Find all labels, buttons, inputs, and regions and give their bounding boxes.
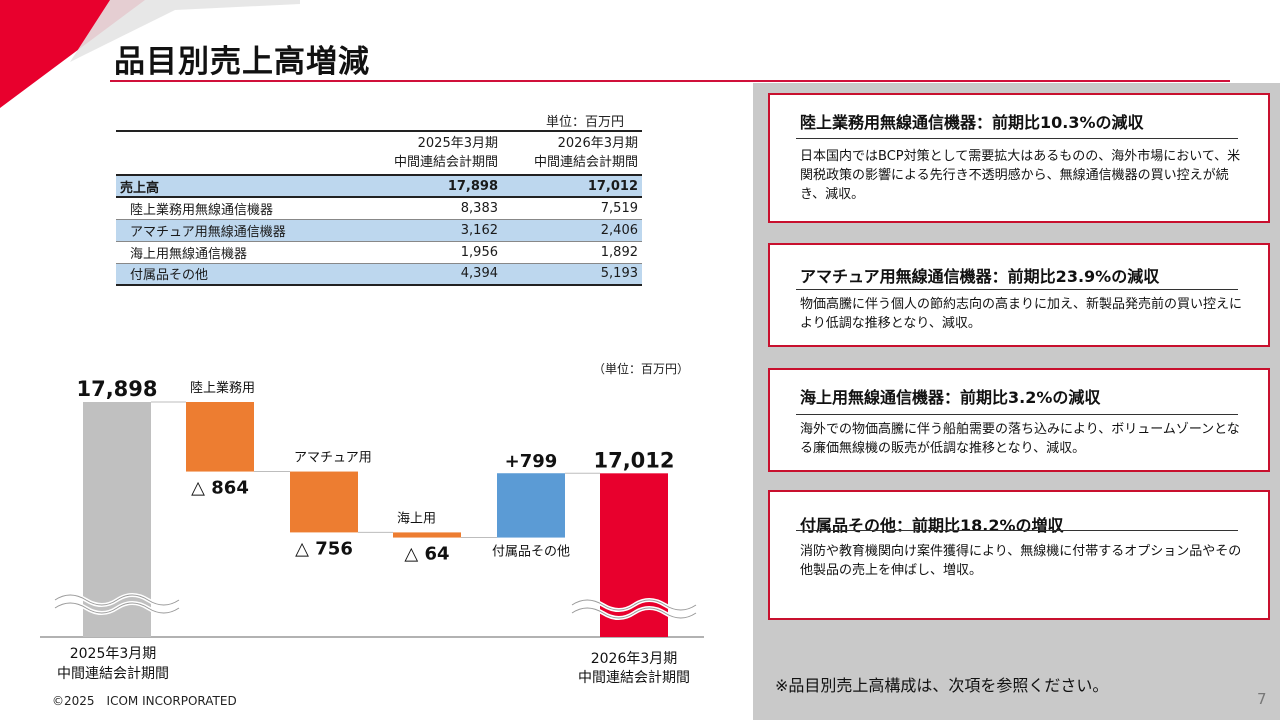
- bar-step: [290, 471, 358, 533]
- table-row: 陸上業務用無線通信機器 8,383 7,519: [116, 197, 642, 220]
- table-row: 海上用無線通信機器 1,956 1,892: [116, 241, 642, 264]
- card-title: 陸上業務用無線通信機器：前期比10.3%の減収: [800, 113, 1144, 132]
- start-label-line1: 2025年3月期: [70, 646, 157, 662]
- row-curr: 5,193: [502, 263, 642, 286]
- table-row: 付属品その他 4,394 5,193: [116, 263, 642, 286]
- end-label-line2: 中間連結会計期間: [578, 670, 690, 686]
- table-header-curr: 2026年3月期 中間連結会計期間: [502, 130, 642, 176]
- card-accessories: 付属品その他：前期比18.2%の増収 消防や教育機関向け案件獲得により、無線機に…: [768, 490, 1270, 620]
- header-prev-line1: 2025年3月期: [417, 136, 498, 151]
- row-label: 売上高: [116, 175, 362, 198]
- bar-step-value: △ 864: [191, 478, 249, 499]
- row-curr: 17,012: [502, 175, 642, 198]
- card-title: アマチュア用無線通信機器：前期比23.9%の減収: [800, 267, 1160, 286]
- card-body: 消防や教育機関向け案件獲得により、無線機に付帯するオプション品やその他製品の売上…: [800, 544, 1242, 578]
- card-land-mobile: 陸上業務用無線通信機器：前期比10.3%の減収 日本国内ではBCP対策として需要…: [768, 93, 1270, 223]
- card-rule: [796, 138, 1238, 139]
- card-rule: [796, 530, 1238, 531]
- row-prev: 4,394: [362, 263, 502, 286]
- header-curr-line1: 2026年3月期: [557, 136, 638, 151]
- row-label: 海上用無線通信機器: [116, 241, 362, 264]
- table-header-blank: [116, 130, 362, 176]
- bar-step-value: +799: [505, 451, 558, 472]
- axis-break-end-outline: [571, 599, 697, 619]
- bar-step-value: △ 64: [404, 544, 449, 565]
- corner-decoration: [0, 0, 300, 108]
- reference-note: ※品目別売上高構成は、次項を参照ください。: [775, 676, 1109, 695]
- bar-step: [497, 473, 565, 538]
- card-amateur: アマチュア用無線通信機器：前期比23.9%の減収 物価高騰に伴う個人の節約志向の…: [768, 243, 1270, 347]
- table-row: アマチュア用無線通信機器 3,162 2,406: [116, 219, 642, 242]
- sales-table: 2025年3月期 中間連結会計期間 2026年3月期 中間連結会計期間 売上高 …: [116, 130, 642, 286]
- bar-step-name: 付属品その他: [492, 545, 570, 560]
- header-prev-line2: 中間連結会計期間: [393, 155, 498, 170]
- bar-step-name: アマチュア用: [294, 451, 372, 466]
- row-curr: 7,519: [502, 197, 642, 220]
- start-label-line2: 中間連結会計期間: [57, 666, 169, 682]
- row-prev: 1,956: [362, 241, 502, 264]
- title-rule: [110, 80, 1230, 82]
- card-rule: [796, 414, 1238, 415]
- table-header-row: 2025年3月期 中間連結会計期間 2026年3月期 中間連結会計期間: [116, 130, 642, 176]
- row-label: 付属品その他: [116, 263, 362, 286]
- header-curr-line2: 中間連結会計期間: [533, 155, 638, 170]
- bar-step: [186, 402, 254, 472]
- card-body: 海外での物価高騰に伴う船舶需要の落ち込みにより、ボリュームゾーンとなる廉価無線機…: [800, 422, 1240, 456]
- bar-step: [393, 532, 461, 538]
- page-number: 7: [1257, 690, 1267, 708]
- bar-step-name: 海上用: [397, 511, 436, 526]
- table-header-prev: 2025年3月期 中間連結会計期間: [362, 130, 502, 176]
- end-label-line1: 2026年3月期: [591, 651, 678, 667]
- row-curr: 2,406: [502, 219, 642, 242]
- card-marine: 海上用無線通信機器：前期比3.2%の減収 海外での物価高騰に伴う船舶需要の落ち込…: [768, 368, 1270, 472]
- card-title: 付属品その他：前期比18.2%の増収: [800, 516, 1064, 535]
- row-label: 陸上業務用無線通信機器: [116, 197, 362, 220]
- bar-end-value: 17,012: [593, 448, 674, 472]
- table-row: 売上高 17,898 17,012: [116, 175, 642, 198]
- axis-break-start-outline: [54, 594, 180, 614]
- bar-step-name: 陸上業務用: [190, 380, 255, 396]
- card-body: 日本国内ではBCP対策として需要拡大はあるものの、海外市場において、米関税政策の…: [800, 149, 1241, 202]
- copyright: ©2025 ICOM INCORPORATED: [52, 694, 237, 708]
- bar-start-value: 17,898: [76, 377, 157, 401]
- table-unit-label: 単位：百万円: [546, 115, 625, 130]
- row-prev: 3,162: [362, 219, 502, 242]
- card-title: 海上用無線通信機器：前期比3.2%の減収: [800, 388, 1101, 407]
- row-prev: 8,383: [362, 197, 502, 220]
- card-rule: [796, 289, 1238, 290]
- page-title: 品目別売上高増減: [114, 44, 370, 80]
- card-body: 物価高騰に伴う個人の節約志向の高まりに加え、新製品発売前の買い控えにより低調な推…: [800, 297, 1243, 331]
- chart-unit-label: （単位：百万円）: [593, 361, 689, 376]
- waterfall-chart: （単位：百万円） 17,898 陸上業務用 △ 864 アマチュア用 △ 756 海上用 △ …: [40, 361, 704, 686]
- row-prev: 17,898: [362, 175, 502, 198]
- row-curr: 1,892: [502, 241, 642, 264]
- bar-step-value: △ 756: [295, 538, 353, 559]
- row-label: アマチュア用無線通信機器: [116, 219, 362, 242]
